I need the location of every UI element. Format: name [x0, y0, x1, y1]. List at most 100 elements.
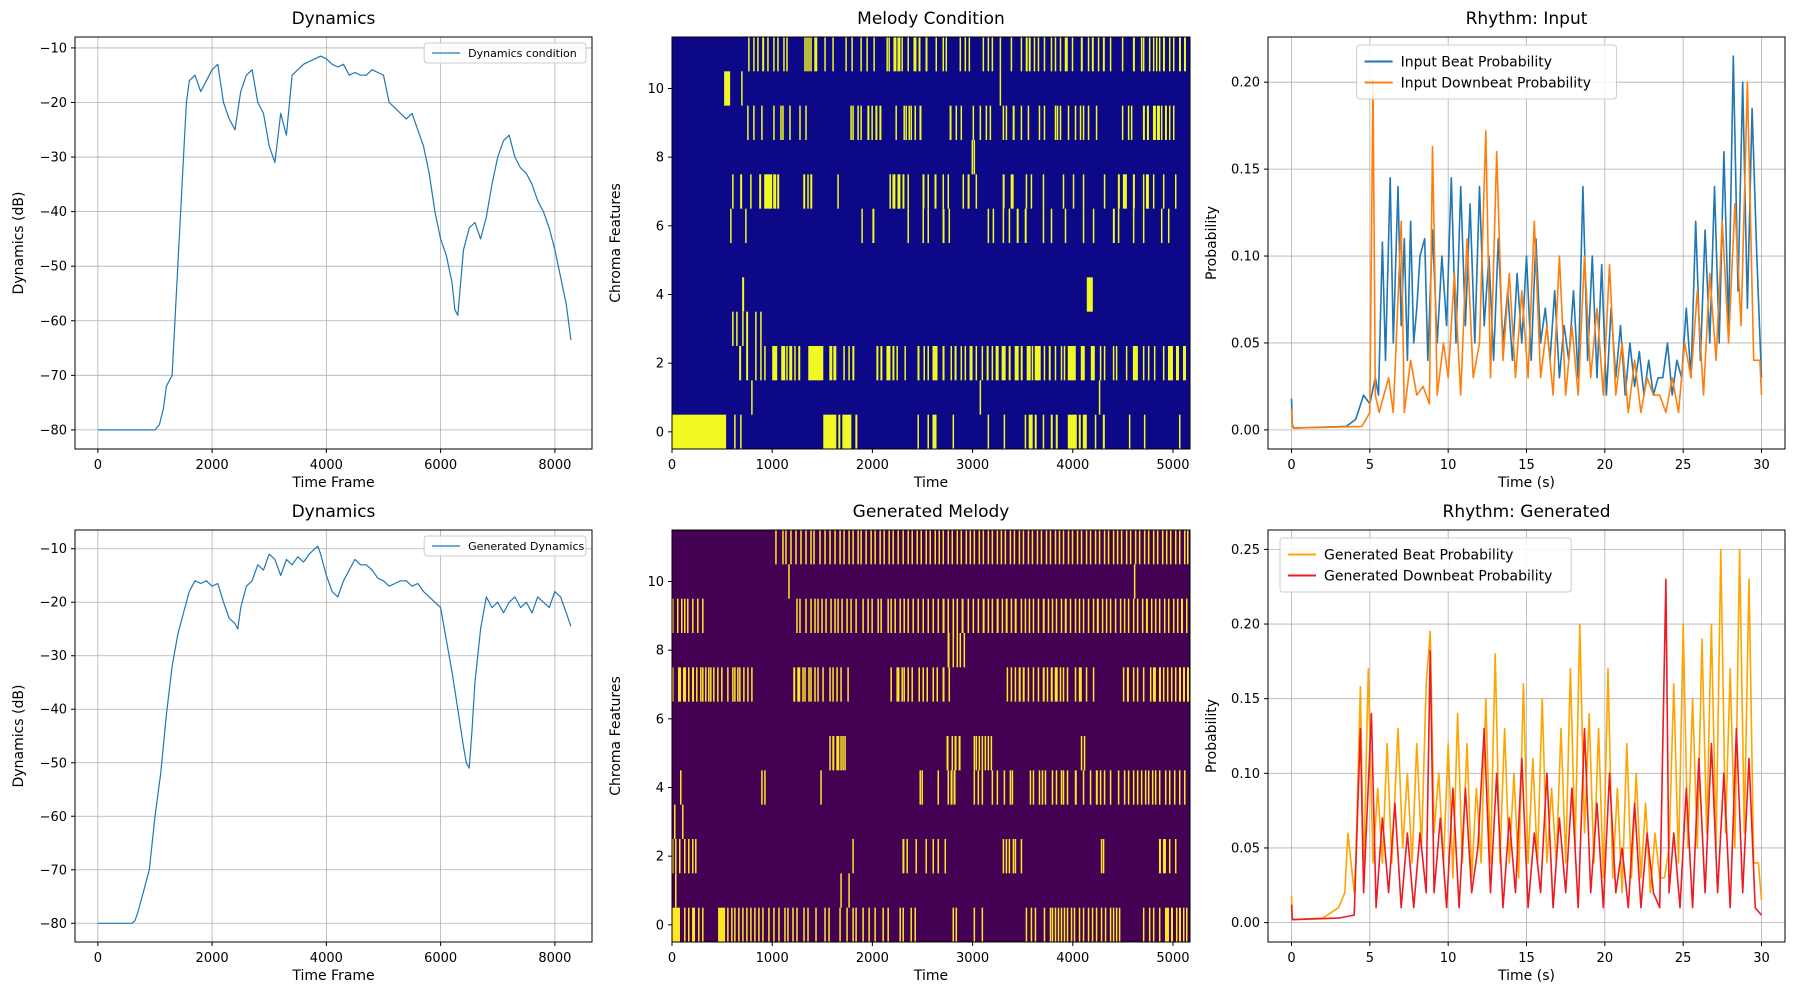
- chroma-active-cell: [987, 598, 990, 633]
- chroma-active-cell: [1140, 770, 1143, 805]
- chroma-active-cell: [1071, 37, 1074, 72]
- chroma-active-cell: [1025, 174, 1028, 209]
- chroma-active-cell: [1166, 667, 1169, 702]
- chroma-active-cell: [787, 907, 789, 942]
- chroma-active-cell: [1103, 346, 1106, 381]
- chroma-active-cell: [1080, 346, 1085, 381]
- chroma-active-cell: [1018, 530, 1021, 565]
- chroma-active-cell: [1094, 414, 1097, 449]
- chroma-active-cell: [1078, 598, 1081, 633]
- series-group: [1290, 548, 1763, 921]
- chroma-active-cell: [672, 598, 674, 633]
- chroma-active-cell: [823, 414, 837, 449]
- chroma-active-cell: [768, 907, 770, 942]
- chroma-active-cell: [1037, 667, 1040, 702]
- chroma-active-cell: [1092, 208, 1095, 243]
- x-axis-label: Time: [913, 968, 948, 984]
- x-tick-label: 30: [1753, 951, 1770, 966]
- chroma-active-cell: [1002, 105, 1005, 140]
- chroma-active-cell: [1025, 37, 1028, 72]
- chroma-active-cell: [1141, 598, 1144, 633]
- chroma-active-cell: [1112, 208, 1115, 243]
- x-tick-label: 4000: [310, 951, 343, 966]
- chroma-active-cell: [692, 907, 696, 942]
- plot-area: [75, 530, 592, 942]
- chroma-active-cell: [1133, 564, 1136, 599]
- panel-rhythm_input: 0 5 10 15 20 25 30 0.00 0.05 0.10 0.15 0.20 Rhythm: …: [1204, 9, 1786, 491]
- chroma-active-cell: [1094, 530, 1097, 565]
- chroma-active-cell: [1050, 208, 1053, 243]
- chroma-active-cell: [1087, 598, 1090, 633]
- chroma-active-cell: [790, 530, 792, 565]
- chroma-active-cell: [682, 804, 684, 839]
- chroma-active-cell: [1155, 37, 1158, 72]
- chroma-active-cell: [727, 907, 729, 942]
- chroma-active-cell: [960, 530, 963, 565]
- chroma-active-cell: [1132, 346, 1138, 381]
- chroma-active-cell: [1042, 598, 1045, 633]
- chroma-active-cell: [935, 37, 938, 72]
- chroma-active-cell: [1148, 37, 1151, 72]
- chroma-active-cell: [882, 907, 884, 942]
- chroma-active-cell: [880, 346, 883, 381]
- chroma-active-cell: [946, 736, 949, 771]
- chroma-active-cell: [911, 530, 913, 565]
- chroma-active-cell: [1063, 907, 1066, 942]
- chroma-active-cell: [808, 37, 810, 72]
- chroma-active-cell: [1099, 770, 1102, 805]
- chroma-active-cell: [1092, 667, 1095, 702]
- chroma-active-cell: [1054, 105, 1057, 140]
- chroma-active-cell: [807, 907, 809, 942]
- chroma-active-cell: [866, 37, 868, 72]
- chroma-active-cell: [1182, 907, 1185, 942]
- chroma-active-cell: [879, 530, 881, 565]
- chroma-active-cell: [1083, 736, 1086, 771]
- chroma-active-cell: [876, 346, 879, 381]
- chroma-active-cell: [1027, 105, 1030, 140]
- chroma-active-cell: [1186, 530, 1189, 565]
- chroma-active-cell: [1018, 667, 1021, 702]
- chroma-active-cell: [1167, 208, 1170, 243]
- chroma-active-cell: [871, 105, 873, 140]
- chroma-active-cell: [1058, 530, 1061, 565]
- chroma-active-cell: [973, 736, 976, 771]
- chroma-active-cell: [1178, 414, 1181, 449]
- chroma-active-cell: [829, 530, 831, 565]
- x-axis-label: Time: [913, 475, 948, 491]
- chroma-active-cell: [890, 667, 892, 702]
- chroma-active-cell: [1165, 530, 1168, 565]
- chroma-active-cell: [1116, 530, 1119, 565]
- chroma-active-cell: [1038, 770, 1041, 805]
- chroma-active-cell: [1085, 667, 1088, 702]
- chroma-active-cell: [773, 37, 775, 72]
- chroma-active-cell: [981, 736, 984, 771]
- chroma-active-cell: [1082, 105, 1085, 140]
- chroma-active-cell: [897, 37, 901, 72]
- chroma-active-cell: [825, 598, 827, 633]
- chroma-active-cell: [1144, 770, 1147, 805]
- chroma-active-cell: [1010, 37, 1013, 72]
- chroma-active-cell: [1168, 839, 1171, 874]
- y-tick-label: −20: [40, 596, 67, 611]
- chroma-active-cell: [857, 530, 859, 565]
- chroma-active-cell: [902, 174, 905, 209]
- chroma-active-cell: [880, 598, 882, 633]
- chroma-active-cell: [905, 105, 907, 140]
- chroma-active-cell: [1147, 346, 1150, 381]
- chroma-active-cell: [986, 346, 989, 381]
- chroma-active-cell: [932, 598, 935, 633]
- chroma-active-cell: [991, 37, 994, 72]
- chroma-active-cell: [1043, 907, 1046, 942]
- chroma-active-cell: [1014, 598, 1017, 633]
- chroma-active-cell: [1174, 667, 1177, 702]
- chroma-active-cell: [1149, 667, 1152, 702]
- chroma-active-cell: [684, 839, 686, 874]
- chroma-active-cell: [1172, 105, 1175, 140]
- chroma-active-cell: [850, 105, 852, 140]
- x-tick-label: 20: [1597, 458, 1614, 473]
- chroma-active-cell: [918, 667, 920, 702]
- chroma-active-cell: [1057, 907, 1060, 942]
- chroma-active-cell: [1082, 414, 1087, 449]
- chroma-active-cell: [807, 174, 809, 209]
- chroma-active-cell: [919, 105, 922, 140]
